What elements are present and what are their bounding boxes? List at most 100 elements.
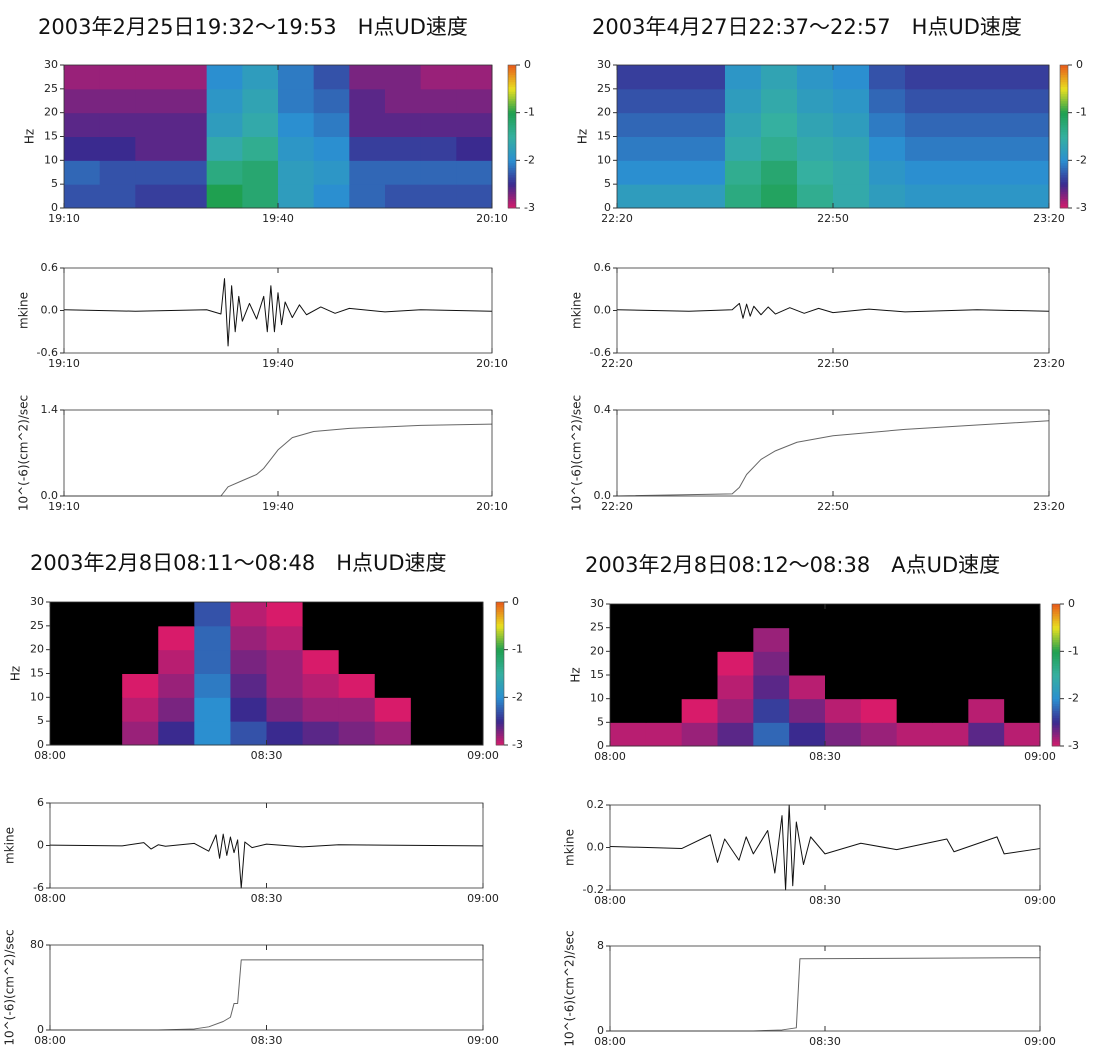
heatmap-cell (689, 88, 726, 114)
colorbar-step (1052, 741, 1060, 745)
heatmap-cell (385, 160, 422, 185)
heatmap-cell (860, 604, 898, 629)
heatmap-cell (689, 65, 726, 90)
heatmap-cell (349, 136, 386, 161)
colorbar-label: -3 (524, 201, 535, 214)
heatmap-cell (135, 160, 172, 185)
colorbar-label: -2 (1076, 153, 1087, 166)
heatmap-cell (825, 651, 862, 676)
heatmap-cell (158, 649, 195, 674)
colorbar-step (508, 203, 516, 207)
heatmap-cell (789, 627, 826, 652)
colorbar-step (1060, 98, 1068, 102)
plot-frame (609, 804, 1041, 891)
colorbar-step (496, 609, 504, 613)
heatmap-cell (905, 136, 942, 161)
colorbar-step (1060, 167, 1068, 171)
heatmap-cell (349, 160, 386, 185)
colorbar-step (496, 602, 504, 605)
colorbar-step (1052, 738, 1060, 742)
heatmap-cell (64, 160, 101, 185)
y-axis-label: Hz (576, 129, 590, 144)
heatmap-cell (932, 651, 969, 676)
colorbar-step (1060, 148, 1068, 152)
heatmap-cell (278, 160, 315, 185)
colorbar-step (496, 697, 504, 701)
x-tick-label: 22:50 (817, 212, 849, 225)
heatmap-cell (653, 65, 690, 90)
heatmap-cell (374, 721, 412, 746)
colorbar-step (1060, 165, 1068, 168)
heatmap-cell (230, 673, 267, 698)
heatmap-cell (230, 721, 267, 746)
colorbar-step (1052, 710, 1060, 714)
colorbar-step (1052, 670, 1060, 674)
x-tick-label: 19:10 (48, 212, 80, 225)
colorbar-step (508, 169, 516, 173)
heatmap-cell (789, 675, 826, 700)
heatmap-cell (171, 112, 208, 137)
colorbar-step (508, 81, 516, 85)
colorbar-label: -3 (1076, 201, 1087, 214)
heatmap-cell (761, 88, 798, 114)
y-tick-label: 80 (30, 938, 44, 951)
colorbar-step (1060, 79, 1068, 83)
colorbar-step (1060, 126, 1068, 130)
colorbar-step (508, 65, 516, 68)
colorbar-step (496, 704, 504, 708)
heatmap-cell (135, 88, 172, 114)
y-tick-label: 5 (597, 715, 604, 728)
heatmap-cell (761, 112, 798, 137)
x-tick-label: 08:30 (251, 1034, 283, 1047)
colorbar-step (1060, 157, 1068, 161)
colorbar-step (496, 733, 504, 736)
colorbar-step (508, 184, 516, 188)
trace (616, 420, 1050, 497)
heatmap-cell (99, 184, 136, 209)
heatmap-cell (158, 602, 195, 627)
heatmap-cell (410, 721, 448, 746)
heatmap-cell (1004, 651, 1041, 676)
heatmap-cell (242, 65, 279, 90)
colorbar-step (1052, 608, 1060, 612)
heatmap-cell (206, 184, 243, 209)
y-tick-label: 5 (604, 177, 611, 190)
heatmap-cell (446, 602, 484, 627)
colorbar-step (1052, 653, 1060, 657)
colorbar-step (1052, 684, 1060, 688)
x-tick-label: 08:00 (594, 894, 626, 907)
y-tick-label: 0 (604, 201, 611, 214)
colorbar-step (1060, 115, 1068, 118)
heatmap-cell (122, 673, 159, 698)
colorbar-step (496, 728, 504, 732)
plot-frame (616, 267, 1050, 354)
colorbar-step (1052, 630, 1060, 633)
colorbar-step (1052, 703, 1060, 707)
heatmap-cell (869, 136, 906, 161)
y-tick-label: 0.0 (41, 304, 59, 317)
heatmap-cell (1004, 698, 1041, 723)
heatmap-cell (860, 675, 898, 700)
heatmap-cell (86, 649, 123, 674)
trace (616, 302, 1050, 319)
heatmap-cell (825, 627, 862, 652)
heatmap-cell (313, 65, 350, 90)
colorbar-step (1052, 672, 1060, 676)
heatmap-cell (797, 160, 834, 185)
heatmap-cell (610, 651, 647, 676)
colorbar-step (1052, 689, 1060, 693)
colorbar-step (508, 76, 516, 80)
x-tick-label: 22:20 (601, 357, 633, 370)
heatmap-cell (302, 673, 340, 698)
heatmap-cell (681, 722, 718, 747)
heatmap-cell (338, 625, 376, 651)
colorbar-step (1052, 656, 1060, 659)
colorbar-step (496, 621, 504, 624)
heatmap-cell (968, 698, 1005, 723)
colorbar-step (496, 649, 504, 653)
colorbar-step (1060, 84, 1068, 87)
colorbar-step (1052, 658, 1060, 662)
colorbar-step (496, 690, 504, 694)
y-tick-label: 8 (597, 939, 604, 952)
heatmap-cell (653, 88, 690, 114)
